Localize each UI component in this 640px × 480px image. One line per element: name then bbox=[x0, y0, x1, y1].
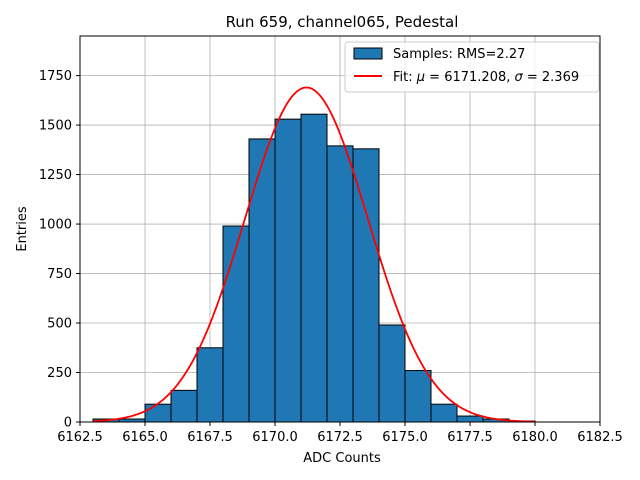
histogram-bar bbox=[144, 403, 172, 423]
chart-title: Run 659, channel065, Pedestal bbox=[226, 13, 459, 31]
ticks-layer: 6162.5 6165.0 6167.5 6170.0 6172.5 6175.0 6177… bbox=[39, 69, 623, 445]
x-tick-label: 6182.5 bbox=[577, 430, 623, 445]
y-tick-label: 250 bbox=[47, 366, 72, 381]
x-tick-label: 6165.0 bbox=[122, 430, 168, 445]
y-tick-label: 1250 bbox=[39, 168, 72, 183]
histogram-bar bbox=[404, 370, 432, 423]
histogram-bar bbox=[222, 225, 250, 423]
y-tick-label: 1000 bbox=[39, 218, 72, 233]
x-tick-label: 6162.5 bbox=[57, 430, 103, 445]
y-tick-label: 750 bbox=[47, 267, 72, 282]
histogram-bar bbox=[196, 347, 224, 423]
histogram-bar bbox=[274, 118, 302, 423]
x-tick-label: 6175.0 bbox=[382, 430, 428, 445]
histogram-bar bbox=[300, 113, 328, 423]
histogram-bar bbox=[352, 148, 380, 423]
fit-curve bbox=[92, 86, 536, 423]
y-tick-label: 1750 bbox=[39, 69, 72, 84]
x-tick-label: 6167.5 bbox=[187, 430, 233, 445]
y-tick-label: 1500 bbox=[39, 119, 72, 134]
x-axis-label: ADC Counts bbox=[303, 451, 381, 466]
y-tick-label: 500 bbox=[47, 317, 72, 332]
x-tick-label: 6172.5 bbox=[317, 430, 363, 445]
histogram-bar bbox=[170, 389, 198, 423]
x-tick-label: 6170.0 bbox=[252, 430, 298, 445]
x-tick-label: 6180.0 bbox=[512, 430, 558, 445]
histogram-bar bbox=[378, 324, 406, 423]
legend-label-samples: Samples: RMS=2.27 bbox=[393, 47, 525, 62]
y-tick-label: 0 bbox=[64, 416, 72, 431]
y-axis-label: Entries bbox=[15, 206, 30, 252]
histogram-bar bbox=[326, 145, 354, 423]
bars-layer bbox=[92, 113, 536, 423]
legend-swatch-samples bbox=[353, 47, 383, 60]
histogram-bar bbox=[248, 138, 276, 423]
histogram-bar bbox=[456, 415, 484, 423]
legend: Samples: RMS=2.27 Fit: μ = 6171.208, σ =… bbox=[344, 41, 600, 93]
histogram-bar bbox=[430, 403, 458, 423]
x-tick-label: 6177.5 bbox=[447, 430, 493, 445]
fit-layer bbox=[92, 86, 536, 423]
legend-box bbox=[344, 41, 600, 93]
legend-label-fit: Fit: μ = 6171.208, σ = 2.369 bbox=[393, 70, 579, 85]
